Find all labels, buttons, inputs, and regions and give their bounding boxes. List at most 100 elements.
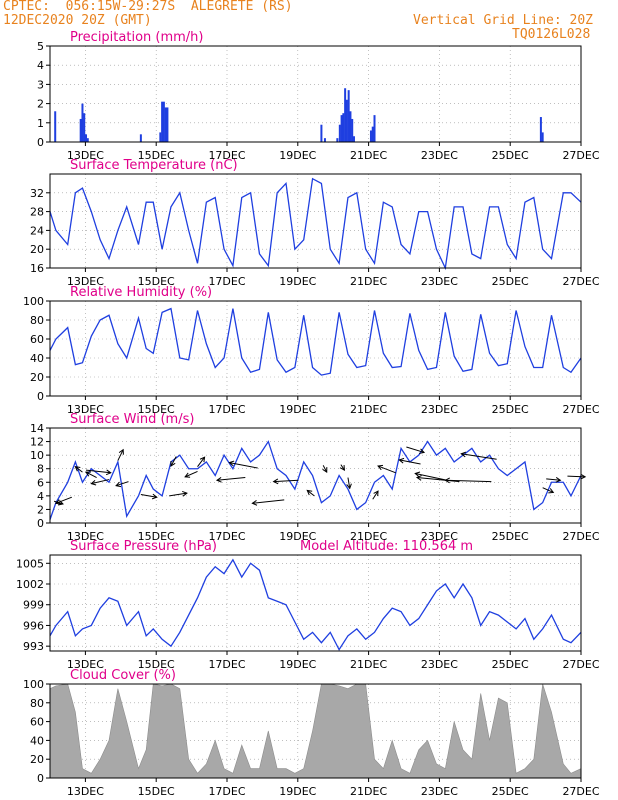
x-tick-label: 25DEC [492, 149, 529, 162]
panel-title: Surface Temperature (nC) [70, 158, 238, 173]
x-tick-label: 19DEC [279, 785, 316, 798]
x-tick-label: 23DEC [421, 403, 458, 416]
x-tick-label: 25DEC [492, 530, 529, 543]
wind-arrow-head [580, 473, 587, 480]
station-title: CPTEC: 056:15W-29:27S ALEGRETE (RS) [3, 0, 293, 14]
precip-bar [159, 132, 162, 142]
y-tick-label: 0 [37, 772, 44, 785]
x-tick-label: 17DEC [208, 149, 245, 162]
x-tick-label: 13DEC [67, 403, 104, 416]
y-tick-label: 3 [37, 78, 44, 91]
x-tick-label: 17DEC [208, 658, 245, 671]
wind-arrow-head [555, 477, 562, 483]
wind-arrow [55, 496, 73, 504]
wind-arrow [75, 466, 83, 473]
x-tick-label: 13DEC [67, 530, 104, 543]
precip-bar [139, 134, 142, 142]
wind-arrow [170, 456, 177, 467]
y-tick-label: 4 [37, 490, 44, 503]
precip-bar [320, 124, 323, 142]
wind-arrow [372, 490, 379, 500]
y-tick-label: 32 [30, 187, 44, 200]
y-tick-label: 40 [30, 352, 44, 365]
wind-arrow-head [373, 490, 379, 497]
x-tick-label: 19DEC [279, 275, 316, 288]
wind-arrow [542, 487, 554, 493]
wind-arrow-head [199, 456, 206, 463]
y-tick-label: 8 [37, 463, 44, 476]
wind-arrow-head [184, 472, 191, 478]
run-datetime: 12DEC2020 20Z (GMT) [3, 13, 152, 28]
wind-arrow-head [170, 460, 176, 467]
wind-arrow [461, 453, 497, 460]
wind-arrow [377, 465, 396, 474]
y-tick-label: 14 [30, 422, 44, 435]
wind-arrow-head [548, 488, 555, 494]
x-tick-label: 15DEC [138, 658, 175, 671]
y-tick-label: 60 [30, 333, 44, 346]
y-tick-label: 0 [37, 136, 44, 149]
precip-bar [541, 132, 544, 142]
wind-arrow [445, 479, 492, 483]
wind-arrow [169, 492, 187, 497]
model-altitude-note: Model Altitude: 110.564 m [300, 539, 473, 554]
y-tick-label: 20 [30, 753, 44, 766]
x-tick-label: 23DEC [421, 530, 458, 543]
x-tick-label: 19DEC [279, 149, 316, 162]
wind-arrow-head [151, 493, 158, 500]
x-tick-label: 23DEC [421, 149, 458, 162]
x-tick-label: 17DEC [208, 275, 245, 288]
y-tick-label: 40 [30, 734, 44, 747]
precip-bar [344, 88, 347, 142]
precip-bar [349, 111, 352, 142]
y-tick-label: 2 [37, 503, 44, 516]
x-tick-label: 17DEC [208, 403, 245, 416]
wind-arrow-head [272, 478, 279, 485]
panel-title: Relative Humidity (%) [70, 285, 212, 300]
x-tick-label: 13DEC [67, 149, 104, 162]
precip-bar [336, 138, 339, 142]
wind-arrow-head [251, 500, 258, 506]
x-tick-label: 21DEC [350, 785, 387, 798]
precip-bar [539, 117, 542, 142]
precip-bar [164, 107, 167, 142]
wind-arrow-head [419, 448, 426, 454]
x-tick-label: 25DEC [492, 785, 529, 798]
wind-arrow-head [414, 471, 421, 478]
wind-arrow [229, 462, 258, 469]
panel-frame [49, 45, 582, 143]
y-tick-label: 20 [30, 243, 44, 256]
x-tick-label: 15DEC [138, 785, 175, 798]
precip-bar [323, 138, 326, 142]
wind-arrow [91, 479, 110, 485]
panel-title: Surface Wind (m/s) [70, 412, 194, 427]
precip-bar [369, 130, 372, 142]
vertical-grid-note: Vertical Grid Line: 20Z [413, 13, 594, 28]
wind-arrow-head [228, 460, 235, 467]
x-tick-label: 21DEC [350, 403, 387, 416]
precip-bar [347, 90, 350, 142]
x-tick-label: 27DEC [562, 149, 599, 162]
wind-arrow [85, 471, 97, 478]
y-tick-label: 1 [37, 117, 44, 130]
x-tick-label: 15DEC [138, 403, 175, 416]
series-line [49, 558, 582, 651]
x-tick-label: 13DEC [67, 275, 104, 288]
y-tick-label: 60 [30, 716, 44, 729]
wind-arrow-head [74, 466, 81, 472]
wind-arrow-head [346, 483, 352, 490]
y-tick-label: 5 [37, 40, 44, 53]
wind-arrow-head [306, 489, 313, 496]
y-tick-label: 20 [30, 371, 44, 384]
precip-bar [162, 101, 165, 142]
panel-title: Surface Pressure (hPa) [70, 539, 217, 554]
panel-frame [49, 300, 582, 397]
wind-arrow [216, 477, 246, 481]
x-tick-label: 19DEC [279, 530, 316, 543]
x-tick-label: 19DEC [279, 403, 316, 416]
panel-title: Precipitation (mm/h) [70, 30, 203, 45]
series-line [49, 177, 582, 271]
series-line [49, 440, 582, 520]
precip-bar [83, 113, 86, 142]
